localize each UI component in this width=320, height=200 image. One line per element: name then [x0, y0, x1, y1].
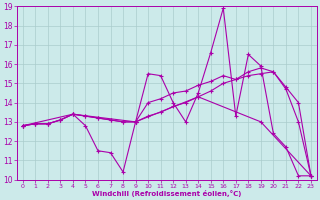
X-axis label: Windchill (Refroidissement éolien,°C): Windchill (Refroidissement éolien,°C) [92, 190, 242, 197]
